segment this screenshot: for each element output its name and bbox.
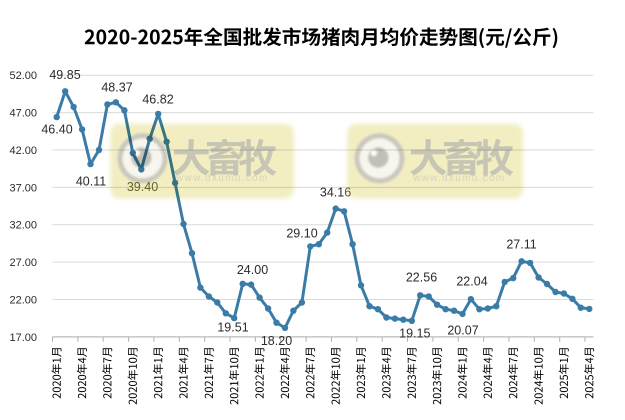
svg-text:34.1: 34.1 bbox=[320, 185, 344, 199]
svg-text:40.11: 40.11 bbox=[76, 175, 106, 189]
svg-text:17.00: 17.00 bbox=[9, 332, 37, 344]
svg-text:37.00: 37.00 bbox=[9, 182, 37, 194]
svg-text:18.20: 18.20 bbox=[261, 334, 292, 348]
svg-text:42.00: 42.00 bbox=[9, 145, 37, 157]
svg-text:46.82: 46.82 bbox=[142, 93, 173, 107]
svg-text:49.85: 49.85 bbox=[49, 68, 80, 82]
svg-text:24.00: 24.00 bbox=[237, 263, 268, 277]
svg-text:27.00: 27.00 bbox=[9, 257, 37, 269]
svg-text:20.07: 20.07 bbox=[447, 324, 478, 338]
svg-text:27.11: 27.11 bbox=[506, 238, 536, 252]
svg-text:www.dxumu.com: www.dxumu.com bbox=[175, 173, 268, 184]
svg-text:19.51: 19.51 bbox=[217, 321, 248, 335]
svg-text:48.37: 48.37 bbox=[101, 81, 132, 95]
svg-text:19.15: 19.15 bbox=[399, 327, 430, 341]
svg-text:22.04: 22.04 bbox=[456, 275, 487, 289]
svg-text:22.00: 22.00 bbox=[9, 294, 37, 306]
svg-text:47.00: 47.00 bbox=[9, 108, 37, 120]
svg-text:32.00: 32.00 bbox=[9, 220, 37, 232]
svg-text:52.00: 52.00 bbox=[9, 70, 37, 82]
svg-text:22.56: 22.56 bbox=[406, 271, 437, 285]
svg-text:46.40: 46.40 bbox=[41, 123, 72, 137]
svg-text:www.dxumu.com: www.dxumu.com bbox=[412, 173, 505, 184]
svg-text:29.10: 29.10 bbox=[286, 227, 317, 241]
